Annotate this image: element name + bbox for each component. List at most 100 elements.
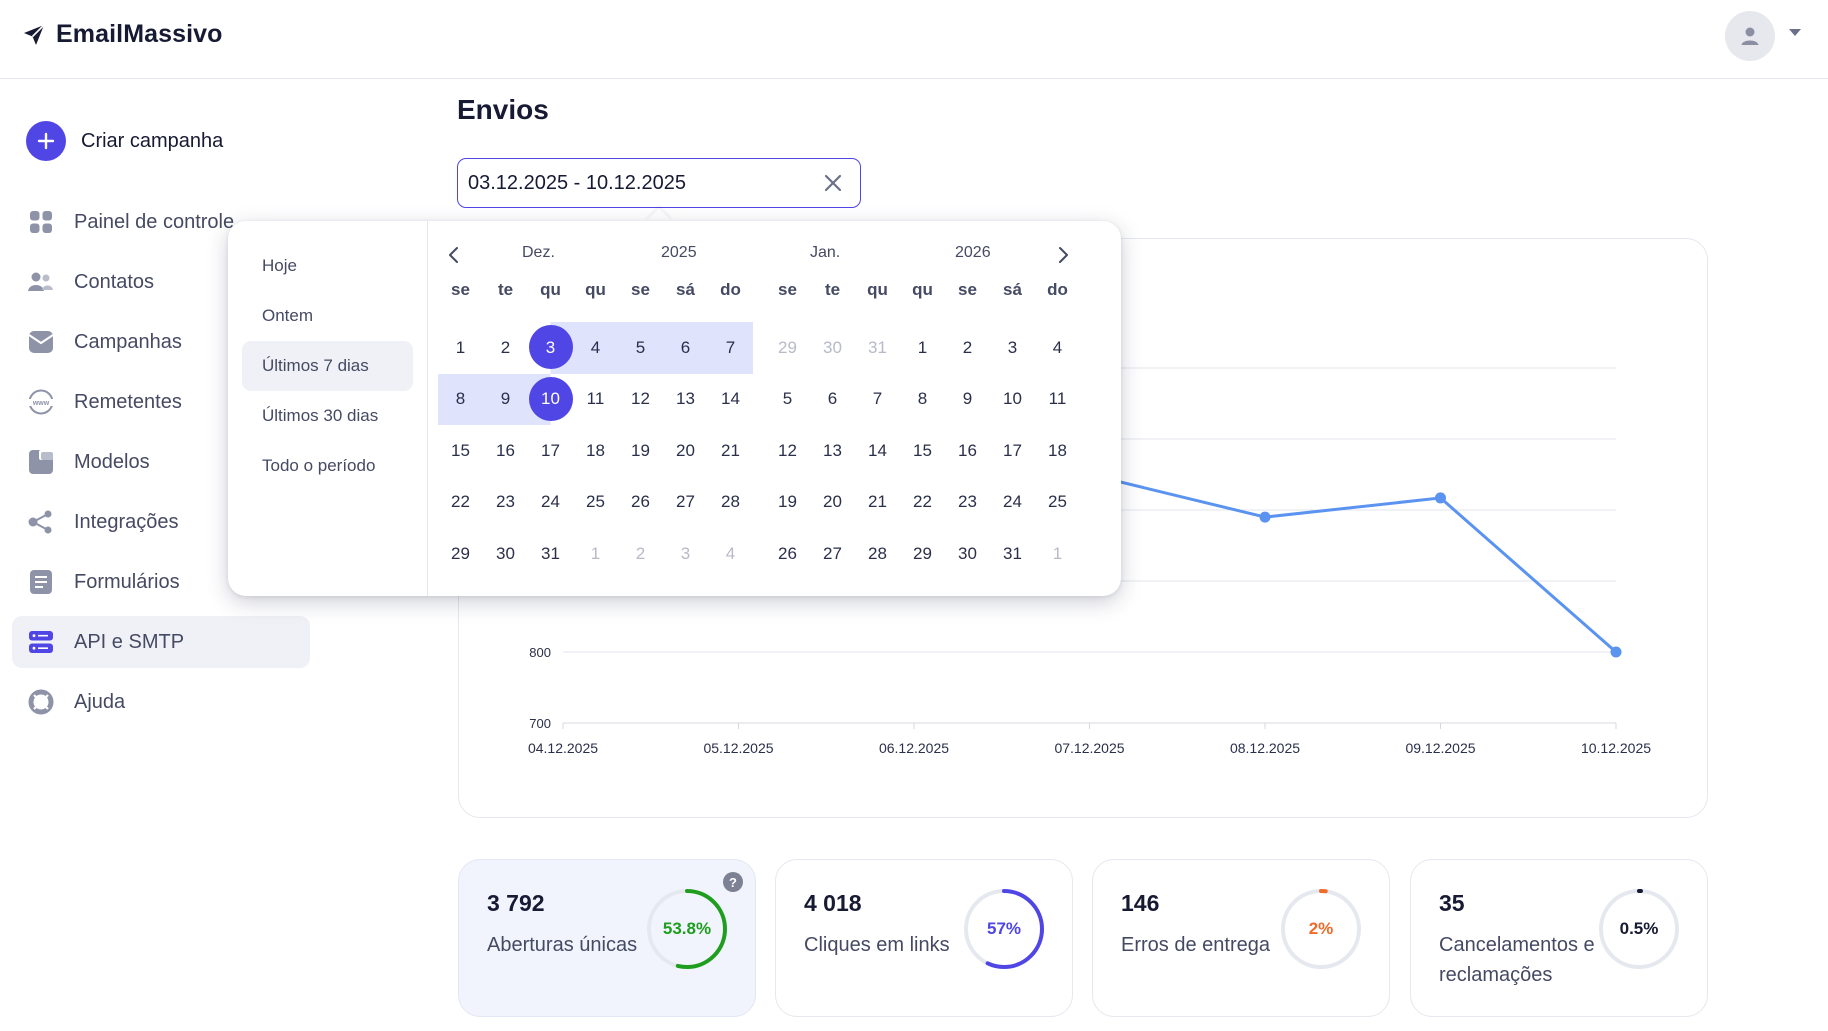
calendar-day[interactable]: 24 xyxy=(1003,492,1022,512)
right-month-label[interactable]: Jan. xyxy=(810,244,841,261)
calendar-day[interactable]: 4 xyxy=(573,322,618,374)
calendar-day[interactable]: 31 xyxy=(541,543,560,563)
sidebar-item-contacts[interactable]: Contatos xyxy=(12,256,310,308)
calendar-day[interactable]: 15 xyxy=(451,440,470,460)
chevron-left-icon[interactable] xyxy=(444,245,464,265)
sidebar-item-integrations[interactable]: Integrações xyxy=(12,496,310,548)
chevron-right-icon[interactable] xyxy=(1053,245,1073,265)
calendar-day[interactable]: 5 xyxy=(618,322,663,374)
calendar-day[interactable]: 30 xyxy=(958,543,977,563)
calendar-day[interactable]: 22 xyxy=(913,492,932,512)
calendar-day[interactable]: 7 xyxy=(708,322,753,374)
calendar-day[interactable]: 6 xyxy=(827,389,838,409)
calendar-day[interactable]: 31 xyxy=(868,337,887,357)
calendar-day[interactable]: 13 xyxy=(823,440,842,460)
sidebar-item-senders[interactable]: www Remetentes xyxy=(12,376,310,428)
calendar-day[interactable]: 17 xyxy=(1003,440,1022,460)
sidebar-item-help[interactable]: Ajuda xyxy=(12,676,310,728)
sidebar-item-templates[interactable]: Modelos xyxy=(12,436,310,488)
calendar-day[interactable]: 23 xyxy=(958,492,977,512)
help-icon[interactable]: ? xyxy=(723,872,743,892)
calendar-day[interactable]: 2 xyxy=(635,543,646,563)
calendar-day[interactable]: 15 xyxy=(913,440,932,460)
calendar-day[interactable]: 4 xyxy=(725,543,736,563)
calendar-day[interactable]: 23 xyxy=(496,492,515,512)
preset-last-7-days[interactable]: Últimos 7 dias xyxy=(242,341,413,391)
calendar-day[interactable]: 12 xyxy=(631,389,650,409)
sidebar-item-dashboard[interactable]: Painel de controle xyxy=(12,196,310,248)
calendar-day[interactable]: 1 xyxy=(917,337,928,357)
calendar-day[interactable]: 18 xyxy=(1048,440,1067,460)
left-year-label[interactable]: 2025 xyxy=(661,244,697,261)
calendar-day[interactable]: 9 xyxy=(962,389,973,409)
calendar-day[interactable]: 8 xyxy=(917,389,928,409)
calendar-day[interactable]: 10 xyxy=(528,373,573,425)
calendar-day[interactable]: 24 xyxy=(541,492,560,512)
preset-last-30-days[interactable]: Últimos 30 dias xyxy=(262,406,379,425)
calendar-day[interactable]: 26 xyxy=(631,492,650,512)
close-icon[interactable] xyxy=(822,172,844,194)
sidebar-item-forms[interactable]: Formulários xyxy=(12,556,310,608)
calendar-day[interactable]: 16 xyxy=(958,440,977,460)
calendar-day[interactable]: 9 xyxy=(483,373,528,425)
calendar-day[interactable]: 13 xyxy=(676,389,695,409)
calendar-day[interactable]: 1 xyxy=(455,337,466,357)
calendar-day[interactable]: 21 xyxy=(868,492,887,512)
calendar-day[interactable]: 3 xyxy=(528,322,573,374)
calendar-day[interactable]: 14 xyxy=(721,389,740,409)
chevron-down-icon[interactable] xyxy=(1789,29,1801,36)
date-range-input[interactable]: 03.12.2025 - 10.12.2025 xyxy=(457,158,861,208)
stat-card-unsubscribes[interactable]: 35 Cancelamentos e reclamações 0.5% xyxy=(1410,859,1708,1017)
calendar-day[interactable]: 29 xyxy=(913,543,932,563)
calendar-day[interactable]: 3 xyxy=(680,543,691,563)
stat-card-delivery-errors[interactable]: 146 Erros de entrega 2% xyxy=(1092,859,1390,1017)
calendar-day[interactable]: 19 xyxy=(778,492,797,512)
create-campaign-button[interactable]: Criar campanha xyxy=(26,121,223,161)
calendar-day[interactable]: 27 xyxy=(823,543,842,563)
right-year-label[interactable]: 2026 xyxy=(955,244,991,261)
calendar-day[interactable]: 16 xyxy=(496,440,515,460)
calendar-day[interactable]: 2 xyxy=(500,337,511,357)
preset-today[interactable]: Hoje xyxy=(262,256,297,275)
avatar[interactable] xyxy=(1725,11,1775,61)
calendar-day[interactable]: 19 xyxy=(631,440,650,460)
preset-all-time[interactable]: Todo o período xyxy=(262,456,376,475)
calendar-day[interactable]: 11 xyxy=(586,389,605,409)
calendar-day[interactable]: 5 xyxy=(782,389,793,409)
calendar-day[interactable]: 30 xyxy=(823,337,842,357)
calendar-day[interactable]: 31 xyxy=(1003,543,1022,563)
calendar-day[interactable]: 1 xyxy=(1052,543,1063,563)
calendar-day[interactable]: 1 xyxy=(590,543,601,563)
calendar-day[interactable]: 28 xyxy=(721,492,740,512)
calendar-day[interactable]: 20 xyxy=(676,440,695,460)
calendar-day[interactable]: 25 xyxy=(1048,492,1067,512)
left-month-label[interactable]: Dez. xyxy=(522,244,555,261)
calendar-day[interactable]: 7 xyxy=(872,389,883,409)
calendar-day[interactable]: 26 xyxy=(778,543,797,563)
calendar-day[interactable]: 30 xyxy=(496,543,515,563)
calendar-day[interactable]: 22 xyxy=(451,492,470,512)
calendar-day[interactable]: 4 xyxy=(1052,337,1063,357)
preset-yesterday[interactable]: Ontem xyxy=(262,306,314,325)
stat-card-unique-opens[interactable]: 3 792 Aberturas únicas 53.8% ? xyxy=(458,859,756,1017)
stat-card-link-clicks[interactable]: 4 018 Cliques em links 57% xyxy=(775,859,1073,1017)
calendar-day[interactable]: 2 xyxy=(962,337,973,357)
calendar-day[interactable]: 29 xyxy=(451,543,470,563)
sidebar-item-campaigns[interactable]: Campanhas xyxy=(12,316,310,368)
calendar-day[interactable]: 8 xyxy=(438,373,483,425)
calendar-day[interactable]: 6 xyxy=(663,322,708,374)
sidebar-item-api-smtp[interactable]: API e SMTP xyxy=(12,616,310,668)
calendar-day[interactable]: 20 xyxy=(823,492,842,512)
calendar-day[interactable]: 11 xyxy=(1048,389,1067,409)
calendar-day[interactable]: 21 xyxy=(721,440,740,460)
calendar-day[interactable]: 27 xyxy=(676,492,695,512)
calendar-day[interactable]: 28 xyxy=(868,543,887,563)
calendar-day[interactable]: 10 xyxy=(1003,389,1022,409)
brand-logo[interactable]: EmailMassivo xyxy=(22,20,223,49)
calendar-day[interactable]: 18 xyxy=(586,440,605,460)
calendar-day[interactable]: 25 xyxy=(586,492,605,512)
calendar-day[interactable]: 29 xyxy=(778,337,797,357)
calendar-day[interactable]: 3 xyxy=(1007,337,1018,357)
calendar-day[interactable]: 14 xyxy=(868,440,887,460)
calendar-day[interactable]: 17 xyxy=(541,440,560,460)
